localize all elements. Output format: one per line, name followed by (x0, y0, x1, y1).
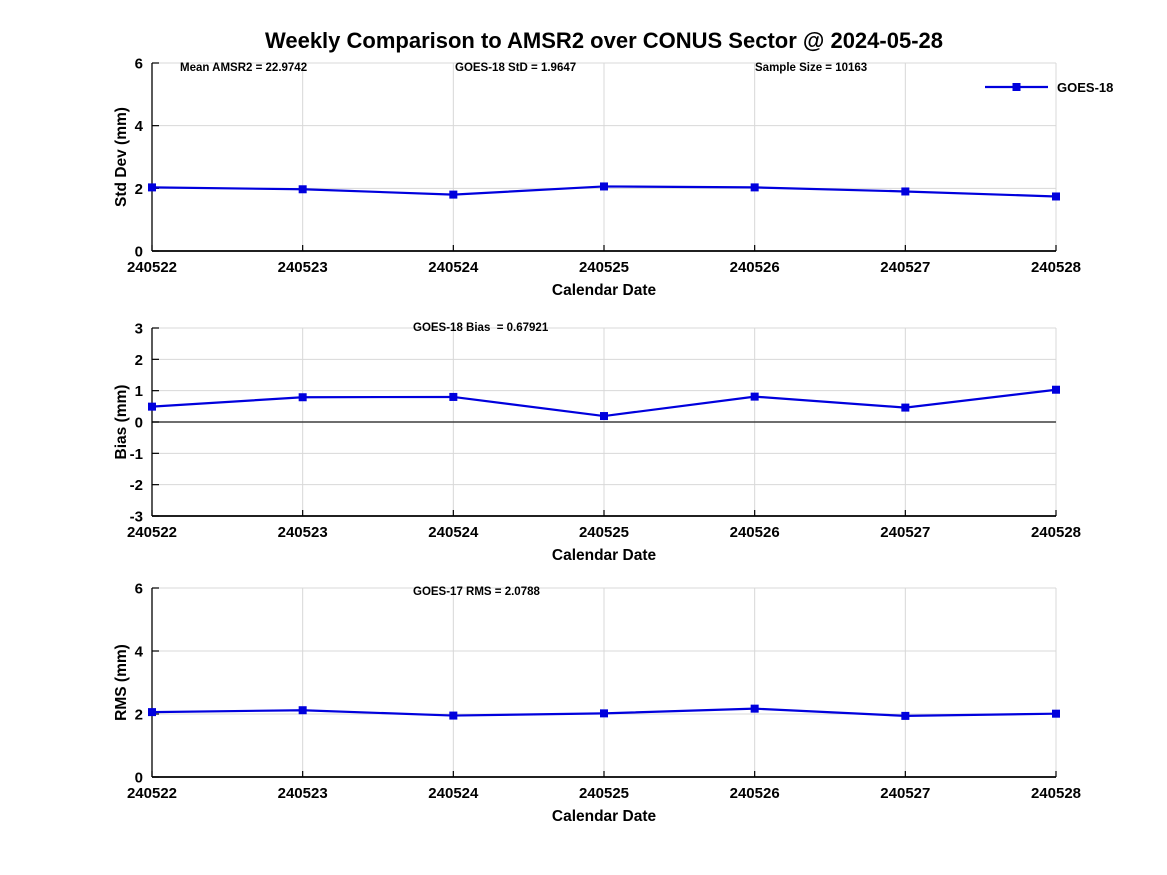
x-tick-label: 240526 (730, 259, 780, 276)
x-tick-label: 240527 (880, 524, 930, 541)
x-tick-label: 240523 (278, 524, 328, 541)
data-point-marker (750, 704, 759, 713)
x-tick-label: 240528 (1031, 785, 1081, 802)
x-tick-label: 240526 (730, 785, 780, 802)
data-point-marker (148, 402, 156, 411)
data-point-marker (449, 392, 458, 401)
stat-annotation: GOES-18 StD = 1.9647 (455, 62, 576, 74)
y-tick-label: 2 (135, 352, 143, 369)
data-point-marker (298, 706, 307, 715)
data-point-marker (901, 403, 910, 412)
x-tick-label: 240525 (579, 785, 629, 802)
data-point-marker (750, 392, 759, 401)
y-tick-label: 6 (135, 56, 143, 73)
figure-title: Weekly Comparison to AMSR2 over CONUS Se… (264, 28, 943, 53)
legend-marker (1012, 83, 1021, 91)
data-point-marker (449, 190, 458, 199)
data-point-marker (600, 709, 608, 718)
x-tick-label: 240523 (278, 259, 328, 276)
data-point-marker (600, 412, 608, 421)
y-tick-label: 2 (135, 181, 143, 198)
y-axis-title: Std Dev (mm) (113, 107, 130, 207)
x-tick-label: 240527 (880, 785, 930, 802)
y-tick-label: 0 (135, 770, 143, 787)
data-point-marker (750, 183, 759, 192)
y-tick-label: 6 (135, 581, 143, 598)
x-tick-label: 240524 (428, 524, 479, 541)
x-tick-label: 240523 (278, 785, 328, 802)
data-point-marker (1052, 385, 1060, 394)
data-point-marker (148, 183, 156, 192)
data-point-marker (298, 185, 307, 194)
y-tick-label: 4 (135, 644, 144, 661)
data-point-marker (298, 393, 307, 402)
y-tick-label: 4 (135, 118, 144, 135)
stat-annotation: GOES-18 Bias = 0.67921 (413, 322, 549, 334)
y-tick-label: 2 (135, 707, 143, 724)
y-axis-title: RMS (mm) (113, 644, 130, 721)
data-point-marker (901, 187, 910, 196)
legend-label: GOES-18 (1057, 80, 1113, 95)
x-tick-label: 240526 (730, 524, 780, 541)
data-point-marker (148, 708, 156, 717)
stat-annotation: GOES-17 RMS = 2.0788 (413, 586, 540, 598)
y-tick-label: 0 (135, 244, 143, 261)
data-point-marker (1052, 192, 1060, 201)
y-tick-label: 0 (135, 415, 143, 432)
x-tick-label: 240522 (127, 524, 177, 541)
y-axis-title: Bias (mm) (113, 385, 130, 460)
x-tick-label: 240525 (579, 259, 629, 276)
x-tick-label: 240522 (127, 259, 177, 276)
y-tick-label: -1 (130, 446, 143, 463)
x-tick-label: 240524 (428, 259, 479, 276)
stat-annotation: Mean AMSR2 = 22.9742 (180, 62, 307, 74)
y-tick-label: 3 (135, 321, 143, 338)
data-point-marker (600, 182, 608, 191)
x-tick-label: 240522 (127, 785, 177, 802)
stat-annotation: Sample Size = 10163 (755, 62, 867, 74)
x-tick-label: 240527 (880, 259, 930, 276)
data-point-marker (449, 711, 458, 720)
x-axis-title: Calendar Date (552, 808, 657, 825)
data-point-marker (1052, 709, 1060, 718)
y-tick-label: -2 (130, 477, 143, 494)
y-tick-label: 1 (135, 383, 143, 400)
x-axis-title: Calendar Date (552, 282, 657, 299)
x-tick-label: 240528 (1031, 524, 1081, 541)
x-axis-title: Calendar Date (552, 547, 657, 564)
x-tick-label: 240524 (428, 785, 479, 802)
x-tick-label: 240528 (1031, 259, 1081, 276)
x-tick-label: 240525 (579, 524, 629, 541)
y-tick-label: -3 (130, 509, 143, 526)
data-point-marker (901, 711, 910, 720)
